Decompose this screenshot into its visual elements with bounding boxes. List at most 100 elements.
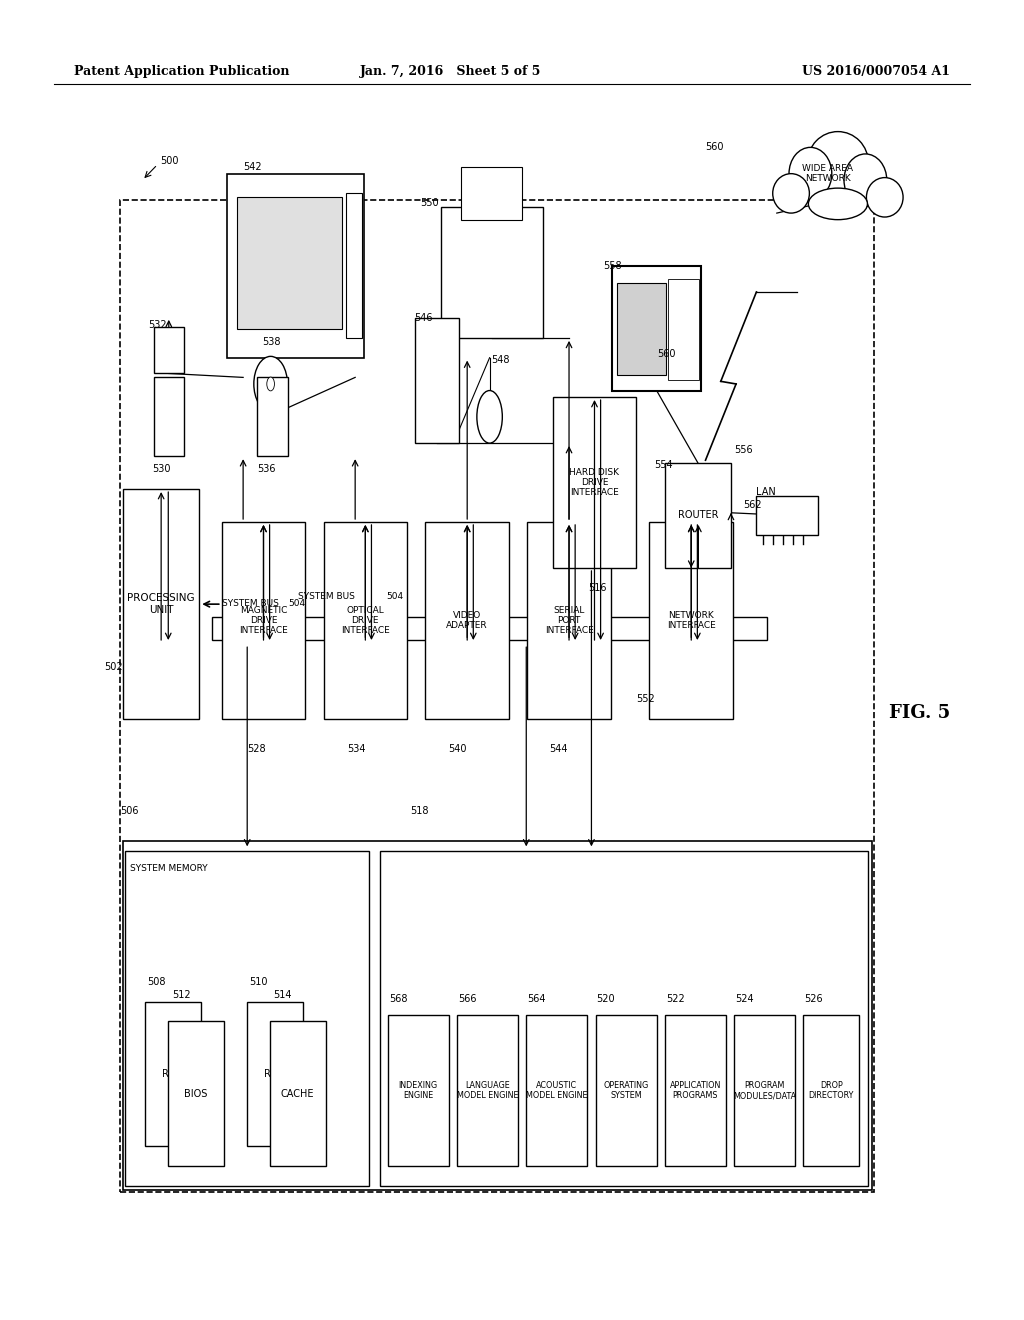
Text: 560: 560 xyxy=(706,143,724,152)
Text: 558: 558 xyxy=(604,260,623,271)
Text: 504: 504 xyxy=(387,593,403,602)
Text: 520: 520 xyxy=(597,994,615,1005)
Bar xyxy=(237,197,342,329)
Text: 568: 568 xyxy=(389,994,408,1005)
Text: 554: 554 xyxy=(654,461,673,470)
Text: ACOUSTIC
MODEL ENGINE: ACOUSTIC MODEL ENGINE xyxy=(526,1081,588,1100)
Text: 522: 522 xyxy=(666,994,684,1005)
Bar xyxy=(154,327,184,374)
Text: OPERATING
SYSTEM: OPERATING SYSTEM xyxy=(603,1081,648,1100)
Text: FIG. 5: FIG. 5 xyxy=(889,704,950,722)
Text: 538: 538 xyxy=(262,337,281,347)
Bar xyxy=(527,521,610,719)
Text: 562: 562 xyxy=(743,500,762,510)
Text: DROP
DIRECTORY: DROP DIRECTORY xyxy=(809,1081,854,1100)
Text: SYSTEM BUS: SYSTEM BUS xyxy=(222,599,279,609)
Text: 556: 556 xyxy=(734,445,753,454)
Bar xyxy=(257,378,288,457)
Bar xyxy=(247,1002,303,1146)
Bar xyxy=(269,1022,326,1166)
Text: 540: 540 xyxy=(447,744,466,755)
Text: OPTICAL
DRIVE
INTERFACE: OPTICAL DRIVE INTERFACE xyxy=(341,606,390,635)
Text: ROM: ROM xyxy=(162,1069,185,1078)
Ellipse shape xyxy=(267,378,274,391)
Text: 524: 524 xyxy=(735,994,754,1005)
Text: 544: 544 xyxy=(550,744,568,755)
Text: 512: 512 xyxy=(172,990,190,1001)
Bar xyxy=(154,378,184,457)
Ellipse shape xyxy=(844,154,887,206)
Text: 500: 500 xyxy=(161,156,179,165)
Text: HARD DISK
DRIVE
INTERFACE: HARD DISK DRIVE INTERFACE xyxy=(569,467,620,498)
Text: 534: 534 xyxy=(347,744,366,755)
Text: 510: 510 xyxy=(249,977,267,987)
Bar xyxy=(665,1015,726,1166)
Text: 542: 542 xyxy=(243,162,262,172)
Bar xyxy=(168,1022,224,1166)
Text: 552: 552 xyxy=(636,694,655,705)
Bar xyxy=(416,318,459,444)
Ellipse shape xyxy=(866,178,903,216)
Text: LANGUAGE
MODEL ENGINE: LANGUAGE MODEL ENGINE xyxy=(457,1081,518,1100)
Bar xyxy=(553,397,636,568)
Bar xyxy=(227,174,365,358)
Text: 566: 566 xyxy=(458,994,476,1005)
Bar xyxy=(457,1015,518,1166)
Text: LAN: LAN xyxy=(757,487,776,496)
Bar xyxy=(212,616,767,640)
Bar xyxy=(734,1015,795,1166)
Text: INDEXING
ENGINE: INDEXING ENGINE xyxy=(398,1081,438,1100)
Ellipse shape xyxy=(790,148,831,199)
Bar xyxy=(380,850,868,1185)
Text: PROGRAM
MODULES/DATA: PROGRAM MODULES/DATA xyxy=(733,1081,796,1100)
Bar xyxy=(425,521,509,719)
Text: 550: 550 xyxy=(420,198,439,207)
Text: SERIAL
PORT
INTERFACE: SERIAL PORT INTERFACE xyxy=(545,606,593,635)
Bar xyxy=(757,496,817,535)
Text: 504: 504 xyxy=(288,599,305,609)
Bar xyxy=(526,1015,588,1166)
Bar xyxy=(123,841,871,1189)
Text: VIDEO
ADAPTER: VIDEO ADAPTER xyxy=(446,611,488,630)
Bar xyxy=(145,1002,202,1146)
Text: SYSTEM BUS: SYSTEM BUS xyxy=(298,593,355,602)
Text: RAM: RAM xyxy=(264,1069,286,1078)
Text: 508: 508 xyxy=(147,977,166,987)
Text: 526: 526 xyxy=(804,994,823,1005)
Ellipse shape xyxy=(807,132,868,194)
Ellipse shape xyxy=(773,174,809,213)
Bar xyxy=(123,490,200,719)
Bar xyxy=(665,463,731,568)
Bar xyxy=(346,193,362,338)
Bar xyxy=(669,279,698,380)
Text: APPLICATION
PROGRAMS: APPLICATION PROGRAMS xyxy=(670,1081,721,1100)
Text: 528: 528 xyxy=(247,744,266,755)
Ellipse shape xyxy=(254,356,288,412)
Bar xyxy=(222,521,305,719)
Text: 518: 518 xyxy=(411,807,429,816)
Text: 506: 506 xyxy=(120,807,138,816)
Text: ROUTER: ROUTER xyxy=(678,511,718,520)
Bar xyxy=(440,206,543,338)
Text: 564: 564 xyxy=(527,994,546,1005)
Text: CACHE: CACHE xyxy=(281,1089,314,1098)
Text: PROCESSING
UNIT: PROCESSING UNIT xyxy=(127,593,195,615)
Bar xyxy=(388,1015,449,1166)
Ellipse shape xyxy=(477,391,503,444)
Text: 548: 548 xyxy=(492,355,510,366)
Bar xyxy=(461,168,522,219)
Bar xyxy=(120,199,873,1192)
Bar xyxy=(616,282,667,375)
Bar xyxy=(324,521,408,719)
Text: US 2016/0007054 A1: US 2016/0007054 A1 xyxy=(802,65,950,78)
Text: Patent Application Publication: Patent Application Publication xyxy=(74,65,290,78)
Text: 514: 514 xyxy=(273,990,292,1001)
Bar xyxy=(596,1015,656,1166)
Text: 546: 546 xyxy=(415,313,433,323)
Text: Jan. 7, 2016   Sheet 5 of 5: Jan. 7, 2016 Sheet 5 of 5 xyxy=(360,65,542,78)
Text: MAGNETIC
DRIVE
INTERFACE: MAGNETIC DRIVE INTERFACE xyxy=(240,606,288,635)
Text: 532: 532 xyxy=(148,319,167,330)
Bar xyxy=(649,521,733,719)
Text: WIDE AREA
NETWORK: WIDE AREA NETWORK xyxy=(802,164,853,183)
Bar xyxy=(611,265,701,391)
